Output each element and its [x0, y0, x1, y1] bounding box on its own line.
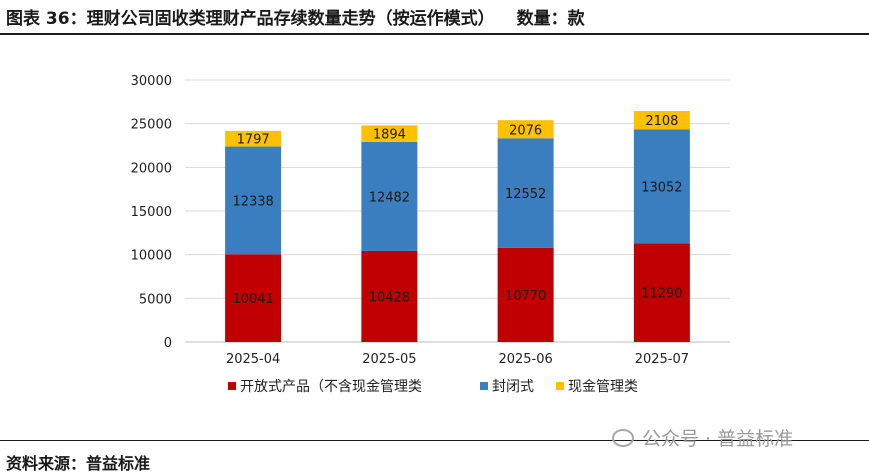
bar-segment: [497, 120, 554, 139]
y-tick-label: 20000: [131, 161, 172, 176]
data-label: 12338: [232, 194, 273, 209]
legend-swatch: [228, 382, 236, 390]
legend-label: 现金管理类: [568, 379, 638, 395]
legend-label: 开放式产品（不含现金管理类: [240, 379, 422, 395]
x-axis: 2025-04 2025-05 2025-06 2025-07: [226, 352, 689, 367]
bar-segment: [361, 250, 418, 342]
y-tick-label: 10000: [131, 249, 172, 264]
title-text: 图表 36：理财公司固收类理财产品存续数量走势（按运作模式）: [6, 9, 495, 29]
legend-label: 封闭式: [492, 379, 534, 395]
bar-segment: [633, 129, 690, 244]
bar-segment: [225, 130, 282, 147]
data-label: 1797: [237, 133, 270, 148]
data-label: 10770: [505, 289, 546, 304]
y-axis: 0 5000 10000 15000 20000 25000 30000: [131, 74, 172, 351]
bar-segment: [633, 243, 690, 342]
chart-title: 图表 36：理财公司固收类理财产品存续数量走势（按运作模式） 数量：款: [6, 4, 585, 29]
data-label: 10428: [369, 290, 410, 305]
data-label: 13052: [641, 180, 682, 195]
unit-label: 数量：款: [516, 9, 585, 29]
y-tick-label: 30000: [131, 74, 172, 89]
bar-segment: [361, 141, 418, 251]
y-tick-label: 5000: [139, 292, 172, 307]
y-tick-label: 0: [164, 336, 172, 351]
x-tick-label: 2025-05: [362, 352, 416, 367]
data-label: 2076: [509, 123, 542, 138]
legend-swatch: [556, 382, 564, 390]
source-note: 资料来源：普益标准: [6, 454, 151, 473]
bar-segment: [497, 138, 554, 248]
watermark: 公众号 · 普益标准: [612, 424, 793, 451]
bottom-rule: [0, 440, 869, 441]
legend: 开放式产品（不含现金管理类 封闭式 现金管理类: [228, 379, 638, 395]
y-tick-label: 15000: [131, 205, 172, 220]
data-label: 10041: [232, 292, 273, 307]
bar-segment: [497, 247, 554, 342]
data-label: 1894: [373, 128, 406, 143]
legend-swatch: [480, 382, 488, 390]
bar-segment: [633, 111, 690, 130]
bars: 10041 12338 1797 10428 12482 1894 10770 12552 20…: [225, 111, 690, 342]
bar-segment: [225, 254, 282, 342]
data-label: 12552: [505, 187, 546, 202]
bar-segment: [225, 146, 282, 255]
data-label: 11290: [641, 287, 682, 302]
data-label: 12482: [369, 190, 410, 205]
wechat-icon: [612, 428, 634, 447]
watermark-text: 公众号 · 普益标准: [642, 428, 794, 450]
x-tick-label: 2025-04: [226, 352, 280, 367]
top-rule: [0, 33, 869, 35]
data-label: 2108: [645, 114, 678, 129]
y-tick-label: 25000: [131, 118, 172, 133]
x-tick-label: 2025-07: [635, 352, 689, 367]
bar-segment: [361, 125, 418, 142]
x-tick-label: 2025-06: [498, 352, 552, 367]
